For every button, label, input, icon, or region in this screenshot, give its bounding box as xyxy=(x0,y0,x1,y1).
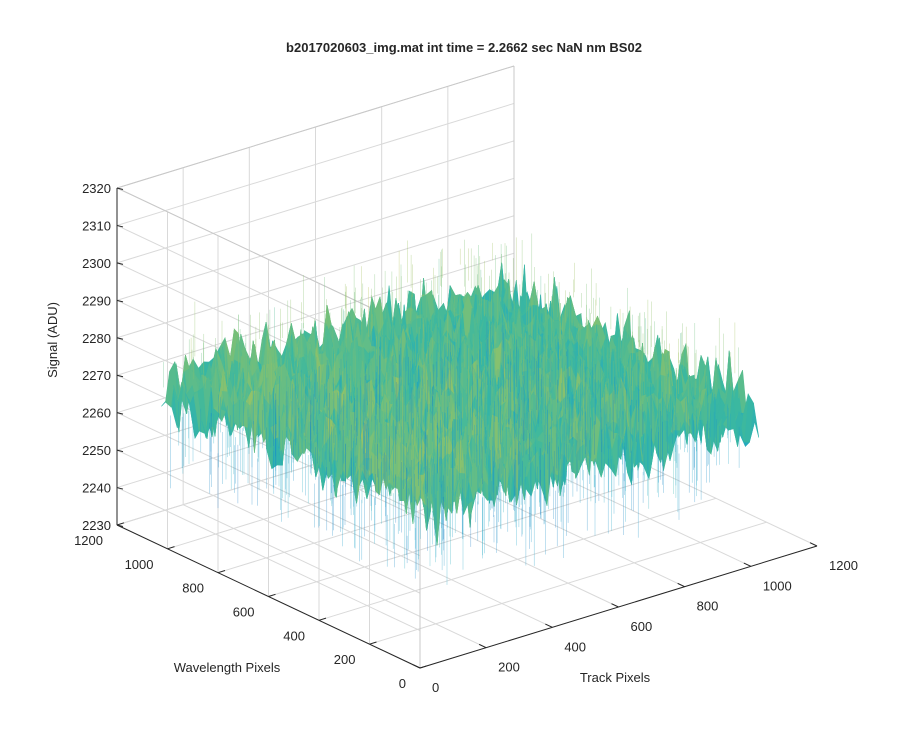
surface-cell xyxy=(528,281,539,307)
right-wall-grid-line-z xyxy=(116,102,515,226)
surface xyxy=(161,233,760,585)
right-wall-grid-line-z xyxy=(116,140,515,264)
box-top-edge xyxy=(116,65,515,189)
left-wall-grid-line-z xyxy=(116,449,421,594)
right-wall-grid-line-z xyxy=(116,177,515,301)
floor-grid-line-y xyxy=(318,497,717,621)
right-wall-grid-line-z xyxy=(116,215,515,339)
left-wall-grid-line-z xyxy=(116,412,421,557)
floor-grid-line-y xyxy=(268,474,666,597)
box-top-edge xyxy=(116,187,421,332)
floor-grid-line-y xyxy=(369,521,767,645)
left-wall-grid-line-z xyxy=(116,487,421,632)
right-wall-grid-line-z xyxy=(116,252,515,376)
